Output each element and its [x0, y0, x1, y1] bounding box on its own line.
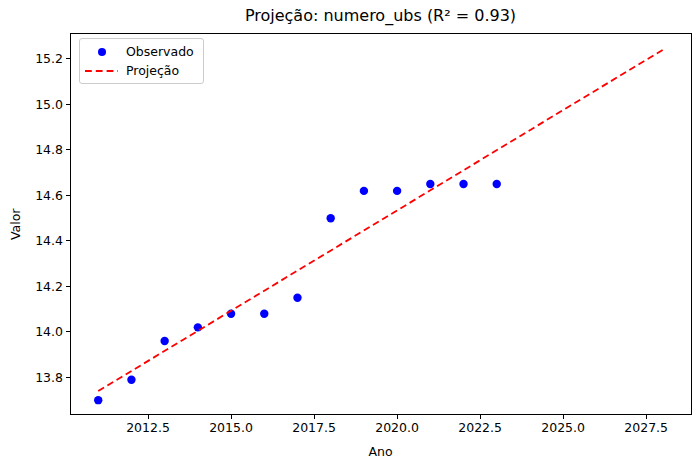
data-point	[360, 187, 368, 195]
x-tick-label: 2012.5	[126, 420, 170, 435]
x-tick-label: 2015.0	[209, 420, 253, 435]
y-axis-label: Valor	[8, 33, 23, 415]
y-tick-label: 14.0	[35, 324, 63, 339]
scatter-marker-icon	[98, 48, 106, 56]
data-point	[459, 180, 467, 188]
data-point	[94, 396, 102, 404]
data-point	[127, 375, 135, 383]
y-tick-label: 14.2	[35, 279, 63, 294]
legend-item-observado: Observado	[84, 43, 194, 60]
x-tick-label: 2017.5	[292, 420, 336, 435]
x-tick-label: 2027.5	[624, 420, 668, 435]
y-tick-label: 14.6	[35, 188, 63, 203]
x-tick-label: 2020.0	[375, 420, 419, 435]
data-point	[160, 337, 168, 345]
data-point	[393, 187, 401, 195]
legend-label-observado: Observado	[126, 44, 194, 59]
y-tick-label: 15.0	[35, 97, 63, 112]
chart-title: Projeção: numero_ubs (R² = 0.93)	[70, 6, 691, 25]
y-tick-label: 14.4	[35, 233, 63, 248]
y-tick-label: 14.8	[35, 142, 63, 157]
legend: Observado Projeção	[79, 38, 204, 84]
x-tick-label: 2025.0	[541, 420, 585, 435]
x-tick-label: 2022.5	[458, 420, 502, 435]
legend-swatch	[84, 66, 119, 76]
projection-line	[98, 50, 663, 391]
data-point	[493, 180, 501, 188]
data-point	[326, 214, 334, 222]
y-tick-label: 13.8	[35, 370, 63, 385]
legend-swatch	[84, 48, 119, 56]
dashed-line-icon	[84, 66, 119, 76]
legend-label-projecao: Projeção	[126, 63, 179, 78]
data-point	[260, 310, 268, 318]
data-point	[293, 294, 301, 302]
legend-item-projecao: Projeção	[84, 62, 194, 79]
plot-frame	[70, 33, 691, 415]
data-point	[194, 323, 202, 331]
y-tick-label: 15.2	[35, 51, 63, 66]
figure: 2012.5 2015.0 2017.5 2020.0 2022.5 2025.0 2027…	[0, 0, 700, 470]
x-axis-label: Ano	[70, 444, 691, 459]
data-point	[426, 180, 434, 188]
